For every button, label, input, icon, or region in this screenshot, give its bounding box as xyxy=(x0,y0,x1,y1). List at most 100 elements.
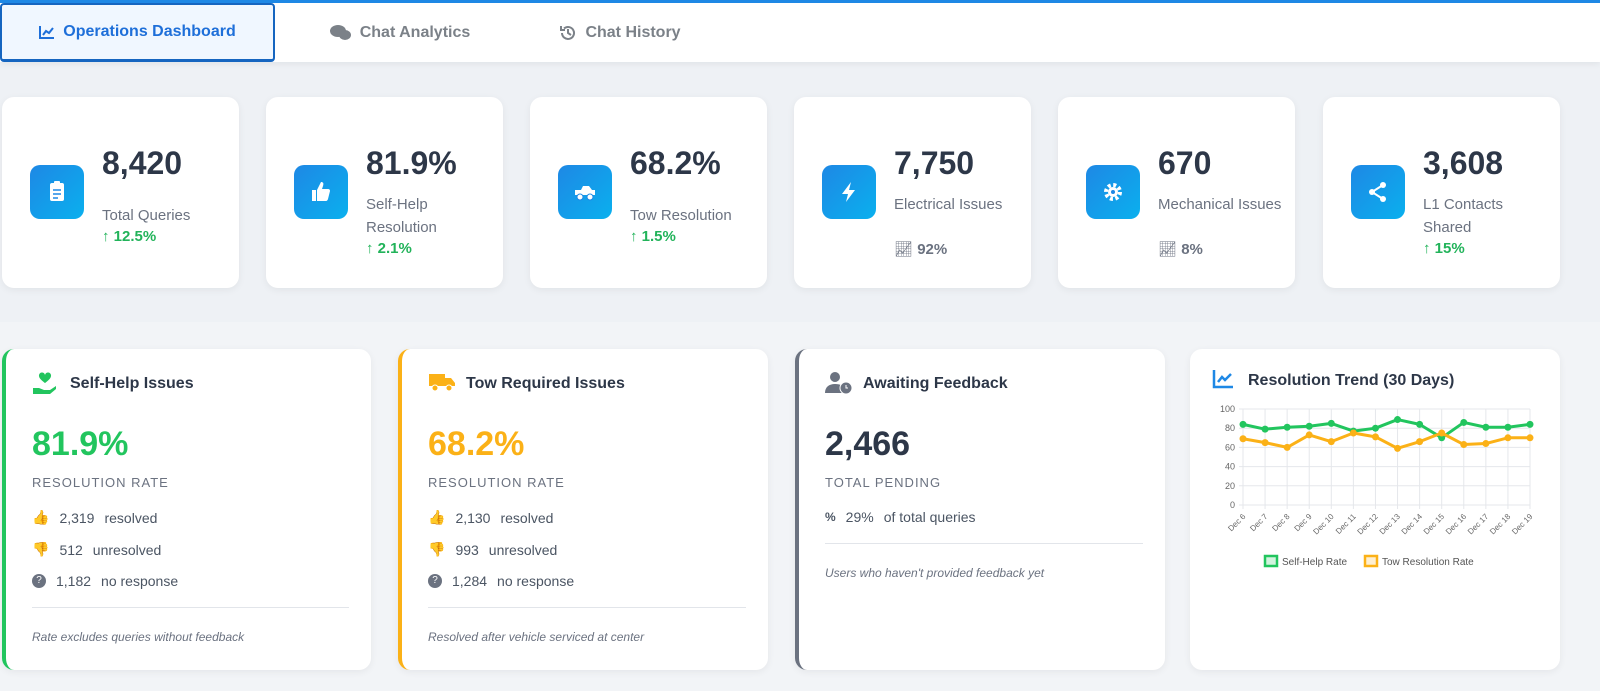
data-point xyxy=(1283,423,1291,431)
thumbs-up-icon: 👍 xyxy=(32,509,50,525)
stat-value: 7,750 xyxy=(894,145,975,181)
y-tick-label: 60 xyxy=(1225,442,1235,452)
tab-operations-dashboard[interactable]: Operations Dashboard xyxy=(0,3,275,62)
stat-value: 81.9% xyxy=(366,145,457,181)
no-response-count: 1,284 xyxy=(452,573,488,589)
stat-change: 📈︎ 92% xyxy=(894,240,947,258)
data-point xyxy=(1305,422,1313,430)
stat-value: 68.2% xyxy=(630,145,721,181)
stat-value: 8,420 xyxy=(102,145,183,181)
stat-card: 3,608 L1 Contacts Shared ↑ 15% xyxy=(1323,97,1560,288)
stat-icon-box xyxy=(294,165,348,219)
chart-line-icon: 📈︎ xyxy=(894,241,918,258)
data-point xyxy=(1349,429,1357,437)
hand-heart-icon xyxy=(33,372,56,394)
stat-change: ↑ 12.5% xyxy=(102,228,156,245)
question-icon: ? xyxy=(428,574,442,588)
gear-icon xyxy=(1104,183,1122,201)
self-help-card: Self-Help Issues 81.9% RESOLUTION RATE 👍… xyxy=(2,349,371,670)
thumbs-down-icon: 👎 xyxy=(32,541,50,557)
stat-change: ↑ 2.1% xyxy=(366,240,412,257)
resolved-count: 2,319 xyxy=(59,509,95,526)
x-tick-label: Dec 11 xyxy=(1334,512,1358,536)
y-tick-label: 0 xyxy=(1230,500,1235,510)
user-clock-icon xyxy=(825,372,853,395)
truck-icon xyxy=(429,374,455,392)
resolution-rate: 81.9% xyxy=(32,425,129,463)
caption: RESOLUTION RATE xyxy=(32,475,169,490)
legend-swatch xyxy=(1363,554,1379,568)
no-response-label: no response xyxy=(101,573,179,589)
no-response-row: ? 1,182 no response xyxy=(32,573,178,589)
bolt-icon xyxy=(842,182,855,202)
legend-label: Tow Resolution Rate xyxy=(1382,557,1474,568)
x-tick-label: Dec 14 xyxy=(1400,512,1425,537)
percent-icon: % xyxy=(825,510,836,524)
thumbs-down-icon: 👎 xyxy=(428,541,446,557)
stat-label: Tow Resolution xyxy=(630,207,732,224)
x-tick-label: Dec 17 xyxy=(1466,512,1491,537)
comments-icon xyxy=(329,24,351,40)
resolution-rate: 68.2% xyxy=(428,425,525,463)
question-icon: ? xyxy=(32,574,46,588)
stat-label: Self-Help Resolution xyxy=(366,196,437,236)
card-title: Self-Help Issues xyxy=(70,375,194,392)
stat-label: Total Queries xyxy=(102,207,191,224)
stat-icon-box xyxy=(30,165,84,219)
data-point xyxy=(1327,419,1335,427)
data-point xyxy=(1460,441,1468,449)
stat-value: 3,608 xyxy=(1423,145,1504,181)
stat-card: 670 Mechanical Issues 📈︎ 8% xyxy=(1058,97,1295,288)
no-response-label: no response xyxy=(497,573,575,589)
stat-change-value: 92% xyxy=(917,241,948,258)
stat-change-value: ↑ 15% xyxy=(1423,240,1465,257)
x-tick-label: Dec 7 xyxy=(1248,512,1270,534)
tab-label: Operations Dashboard xyxy=(63,23,236,40)
stat-card: 7,750 Electrical Issues 📈︎ 92% xyxy=(794,97,1031,288)
stat-change-value: ↑ 1.5% xyxy=(630,228,676,245)
data-point xyxy=(1394,444,1402,452)
unresolved-row: 👎 512 unresolved xyxy=(32,541,161,558)
caption: RESOLUTION RATE xyxy=(428,475,565,490)
chart-title: Resolution Trend (30 Days) xyxy=(1248,372,1455,389)
x-tick-label: Dec 19 xyxy=(1510,512,1535,537)
chart-line-icon xyxy=(39,26,55,39)
clipboard-icon xyxy=(50,181,64,201)
stat-icon-box xyxy=(822,165,876,219)
stat-change-value: ↑ 12.5% xyxy=(102,228,157,245)
card-note: Rate excludes queries without feedback xyxy=(32,630,245,644)
stat-card: 68.2% Tow Resolution ↑ 1.5% xyxy=(530,97,767,288)
percent-row: % 29% of total queries xyxy=(825,509,976,525)
card-note: Users who haven't provided feedback yet xyxy=(825,566,1045,580)
resolved-label: resolved xyxy=(500,509,554,526)
tab-bar: Operations Dashboard Chat Analytics Chat… xyxy=(0,0,1600,62)
data-point xyxy=(1239,420,1247,428)
caption: TOTAL PENDING xyxy=(825,475,942,490)
no-response-count: 1,182 xyxy=(56,573,92,589)
stat-card: 8,420 Total Queries ↑ 12.5% xyxy=(2,97,239,288)
x-tick-label: Dec 18 xyxy=(1488,512,1513,537)
data-point xyxy=(1261,439,1269,447)
data-point xyxy=(1460,418,1468,426)
data-point xyxy=(1504,434,1512,442)
trend-chart-card: Resolution Trend (30 Days) 0 20 40 60 80 100 D… xyxy=(1190,349,1560,670)
stat-icon-box xyxy=(1351,165,1405,219)
no-response-row: ? 1,284 no response xyxy=(428,573,574,589)
series-line xyxy=(1242,418,1531,440)
feedback-card: Awaiting Feedback 2,466 TOTAL PENDING % 2… xyxy=(795,349,1165,670)
card-title: Awaiting Feedback xyxy=(863,375,1008,392)
divider xyxy=(428,607,746,608)
card-note: Resolved after vehicle serviced at cente… xyxy=(428,630,645,644)
divider xyxy=(825,543,1143,544)
resolved-row: 👍 2,319 resolved xyxy=(32,509,157,526)
x-tick-label: Dec 10 xyxy=(1311,512,1336,537)
tab-chat-history[interactable]: Chat History xyxy=(550,3,690,62)
unresolved-label: unresolved xyxy=(488,541,558,558)
y-tick-label: 100 xyxy=(1220,404,1235,414)
stat-change: ↑ 15% xyxy=(1423,240,1465,257)
data-point xyxy=(1371,424,1379,432)
data-point xyxy=(1239,435,1247,443)
tab-chat-analytics[interactable]: Chat Analytics xyxy=(320,3,480,62)
percent-value: 29% xyxy=(845,509,874,525)
